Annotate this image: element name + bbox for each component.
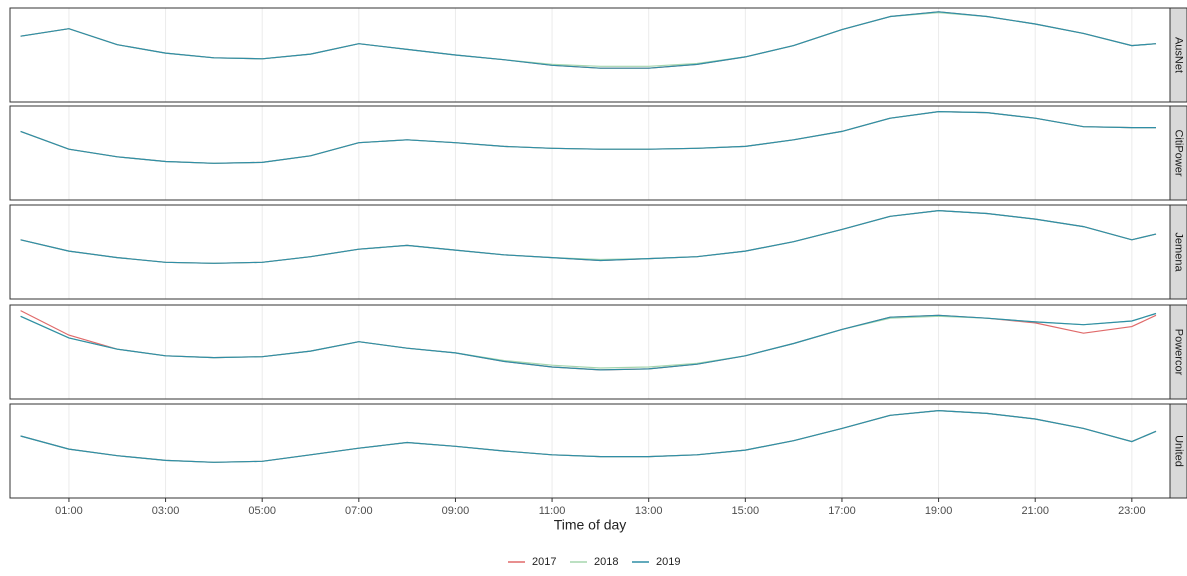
x-tick-label: 21:00 — [1021, 505, 1049, 517]
panel-background — [10, 8, 1170, 102]
x-tick-label: 11:00 — [539, 505, 566, 517]
facet-strip — [1169, 304, 1187, 400]
facet-strip — [1169, 105, 1187, 201]
facet-label: CitiPower — [1173, 129, 1185, 176]
facet-strip — [1169, 403, 1187, 499]
x-tick-label: 09:00 — [442, 505, 470, 517]
legend-label: 2018 — [594, 556, 618, 568]
x-tick-label: 19:00 — [925, 505, 953, 517]
facet-label: Powercor — [1173, 329, 1185, 376]
x-tick-label: 03:00 — [152, 505, 180, 517]
facet-label: AusNet — [1173, 37, 1185, 73]
x-axis-title: Time of day — [554, 517, 627, 533]
x-tick-label: 23:00 — [1118, 505, 1146, 517]
panel-background — [10, 106, 1170, 200]
x-tick-label: 15:00 — [732, 505, 760, 517]
x-tick-label: 13:00 — [635, 505, 663, 517]
series-line — [20, 110, 1156, 164]
facet-strip — [1169, 204, 1187, 300]
facet-label: Jemena — [1173, 232, 1185, 272]
panel-background — [10, 305, 1170, 399]
x-tick-label: 17:00 — [828, 505, 856, 517]
series-line — [20, 209, 1157, 264]
x-tick-label: 07:00 — [345, 505, 373, 517]
series-line — [20, 312, 1157, 371]
x-tick-label: 01:00 — [55, 505, 83, 517]
facet-strip — [1169, 7, 1187, 103]
panel-background — [10, 404, 1170, 498]
x-tick-label: 05:00 — [248, 505, 276, 517]
series-line — [20, 409, 1157, 463]
panel-background — [10, 205, 1170, 299]
legend-label: 2017 — [532, 556, 556, 568]
legend-label: 2019 — [656, 556, 680, 568]
series-line — [20, 11, 1157, 69]
facet-label: United — [1173, 435, 1185, 467]
